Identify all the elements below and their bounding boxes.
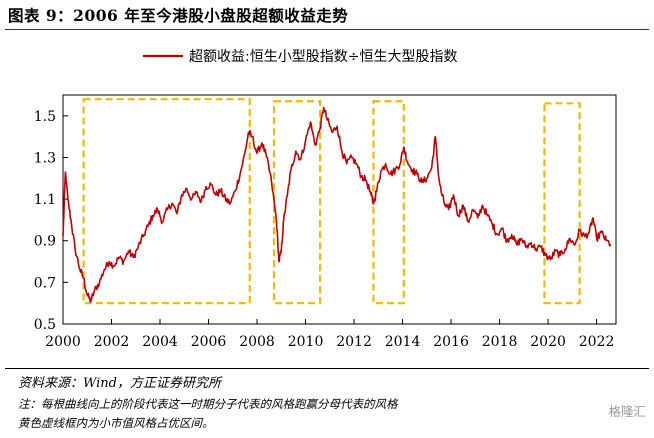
y-tick-label: 0.5	[34, 317, 56, 333]
x-tick-label: 2010	[288, 334, 324, 350]
legend: 超额收益:恒生小型股指数÷恒生大型股指数	[143, 49, 457, 65]
highlight-box	[372, 100, 405, 305]
x-tick-label: 2020	[530, 334, 566, 350]
x-tick-label: 2012	[336, 334, 372, 350]
figure-title: 图表 9：2006 年至今港股小盘股超额收益走势	[8, 6, 349, 25]
note-text-2: 黄色虚线框内为小市值风格占优区间。	[18, 416, 214, 430]
source-divider	[5, 368, 649, 369]
highlight-box	[272, 100, 322, 305]
note-text-1: 注：每根曲线向上的阶段代表这一时期分子代表的风格跑赢分母代表的风格	[18, 397, 398, 411]
source-text: 资料来源：Wind，方正证券研究所	[18, 376, 221, 391]
y-tick-label: 0.9	[34, 234, 56, 250]
plot-frame	[62, 94, 617, 325]
highlight-box	[82, 98, 251, 305]
x-tick-label: 2008	[239, 334, 275, 350]
series-line	[62, 106, 612, 303]
y-tick-label: 1.3	[34, 150, 56, 166]
x-tick-label: 2018	[482, 334, 518, 350]
plot-area: 0.5 0.7 0.9 1.1 1.3 1.5 2000 2002 2004 2006 2008 20…	[34, 94, 617, 350]
x-tick-label: 2000	[45, 334, 81, 350]
legend-label: 超额收益:恒生小型股指数÷恒生大型股指数	[189, 49, 457, 65]
x-tick-label: 2016	[433, 334, 469, 350]
x-tick-label: 2004	[142, 334, 178, 350]
x-tick-label: 2002	[94, 334, 130, 350]
highlight-box	[543, 102, 581, 305]
y-tick-label: 1.1	[34, 192, 56, 208]
y-tick-label: 1.5	[34, 109, 56, 125]
watermark: 格隆汇	[606, 401, 648, 420]
y-tick-label: 0.7	[34, 275, 56, 291]
title-divider	[5, 29, 649, 30]
x-tick-label: 2014	[385, 334, 421, 350]
excess-return-chart: 超额收益:恒生小型股指数÷恒生大型股指数 0.5 0.7 0.9 1.1 1.3 1.5 2…	[34, 49, 617, 350]
x-tick-label: 2006	[191, 334, 227, 350]
x-tick-label: 2022	[579, 334, 615, 350]
